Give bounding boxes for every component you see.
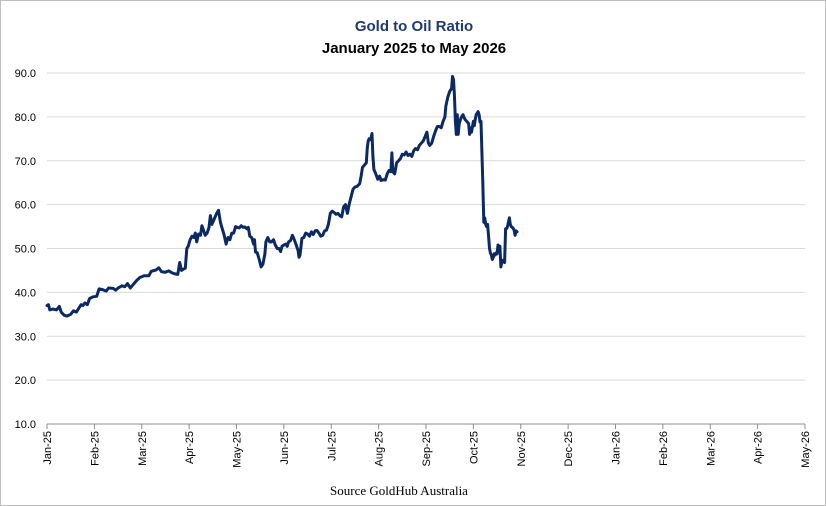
y-tick-label: 10.0 bbox=[15, 419, 36, 431]
y-tick-label: 40.0 bbox=[15, 287, 36, 299]
y-axis-ticks: 10.0 20.0 30.0 40.0 50.0 60.0 70.0 80.0 90.0 bbox=[15, 68, 36, 431]
x-tick-label: Apr-26 bbox=[753, 431, 765, 464]
x-tick-label: Oct-25 bbox=[468, 431, 480, 464]
x-tick-label: May-26 bbox=[800, 431, 812, 468]
x-tick-label: Jan-26 bbox=[611, 431, 623, 465]
x-tick-label: Apr-25 bbox=[184, 431, 196, 464]
x-axis-ticks: Jan-25 Feb-25 Mar-25 Apr-25 May-25 Jun-25 Jul-… bbox=[42, 424, 812, 468]
grid-layer bbox=[47, 72, 805, 425]
y-tick-label: 70.0 bbox=[15, 156, 36, 168]
y-tick-label: 50.0 bbox=[15, 244, 36, 256]
series-line-gold-oil-ratio bbox=[45, 75, 519, 318]
y-tick-label: 30.0 bbox=[15, 331, 36, 343]
y-tick-label: 60.0 bbox=[15, 200, 36, 212]
chart-title: Gold to Oil Ratio bbox=[355, 18, 473, 35]
x-tick-label: Mar-25 bbox=[137, 431, 149, 466]
chart-subtitle: January 2025 to May 2026 bbox=[322, 40, 506, 57]
y-tick-label: 90.0 bbox=[15, 68, 36, 80]
x-tick-label: Dec-25 bbox=[563, 431, 575, 466]
x-tick-label: Jun-25 bbox=[279, 431, 291, 465]
x-tick-label: Nov-25 bbox=[516, 431, 528, 466]
x-tick-label: Sep-25 bbox=[421, 431, 433, 466]
x-tick-label: Feb-25 bbox=[89, 431, 101, 466]
x-tick-label: Mar-26 bbox=[705, 431, 717, 466]
source-note: Source GoldHub Australia bbox=[330, 483, 468, 498]
y-tick-label: 20.0 bbox=[15, 375, 36, 387]
y-tick-label: 80.0 bbox=[15, 112, 36, 124]
x-tick-label: Feb-26 bbox=[658, 431, 670, 466]
x-tick-label: Aug-25 bbox=[374, 431, 386, 466]
x-tick-label: May-25 bbox=[232, 431, 244, 468]
x-tick-label: Jul-25 bbox=[326, 431, 338, 461]
x-tick-label: Jan-25 bbox=[42, 431, 54, 465]
